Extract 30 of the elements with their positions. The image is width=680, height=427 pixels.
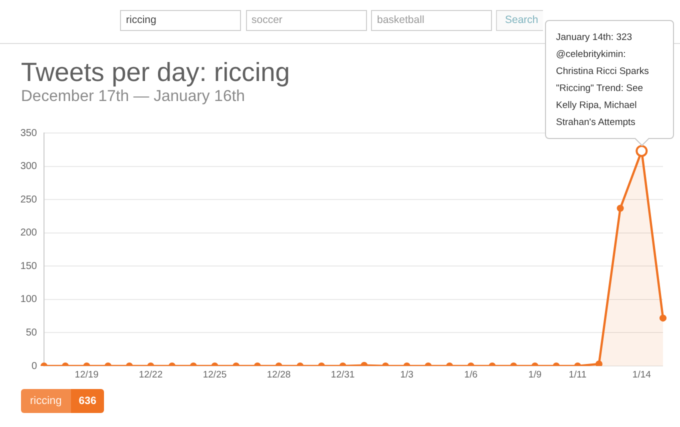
annotation: January 14th: 323 @celebritykimin: Christina Ricci Sparks "Riccing" Trend: See Kelly Ripa, Michael Strahan's Attempts [556,30,650,130]
text: 636 [70,389,104,413]
x-tick-label: 1/6 [464,369,478,380]
point [595,360,602,366]
text: Search [505,13,538,28]
x-tick-label: 12/22 [138,369,163,380]
search-field: basketball [371,10,492,31]
search-field: soccer [246,10,366,31]
point [616,204,624,212]
y-tick-label: 0 [31,360,38,372]
y-tick-label: 250 [20,194,38,206]
y-tick-label: 100 [20,294,38,306]
y-tick-label: 50 [26,327,38,338]
chart-subtitle: December 17th — January 16th [21,87,245,106]
x-tick-label: 1/11 [568,369,587,380]
x-tick-label: 1/9 [528,369,542,380]
legend-label: riccing [21,389,71,413]
x-tick-label: 1/3 [400,369,414,380]
search-field: riccing [120,10,241,31]
x-tick-label: 1/14 [632,369,651,380]
x-tick-label: 12/31 [330,369,355,380]
chart-title: Tweets per day: riccing [21,57,290,87]
x-tick-label: 12/19 [74,369,99,380]
y-tick-label: 300 [20,161,38,172]
x-tick-label: 12/28 [266,369,291,380]
y-tick-label: 200 [20,228,38,239]
point [660,314,666,322]
y-tick-label: 350 [20,128,38,139]
x-tick-label: 12/25 [202,369,227,380]
y-tick-label: 150 [20,260,38,272]
